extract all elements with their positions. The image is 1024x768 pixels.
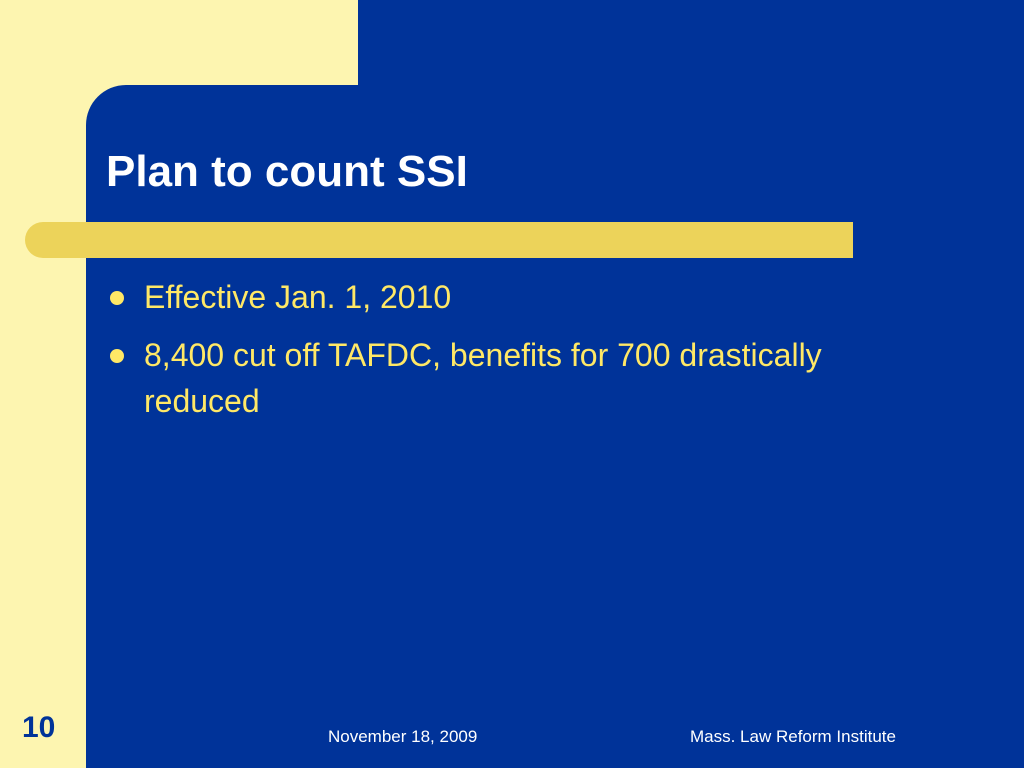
footer-date: November 18, 2009 xyxy=(328,727,478,746)
bullet-list: Effective Jan. 1, 2010 8,400 cut off TAF… xyxy=(106,274,866,436)
footer-organization: Mass. Law Reform Institute xyxy=(690,727,896,746)
slide-background xyxy=(86,0,1024,768)
bullet-dot-icon xyxy=(110,349,124,363)
bullet-text: 8,400 cut off TAFDC, benefits for 700 dr… xyxy=(144,337,822,419)
slide-number: 10 xyxy=(22,711,56,744)
slide-title: Plan to count SSI xyxy=(106,147,468,196)
bullet-text: Effective Jan. 1, 2010 xyxy=(144,279,452,315)
bullet-dot-icon xyxy=(110,291,124,305)
corner-curve-decoration xyxy=(86,85,126,125)
top-left-accent-block xyxy=(0,0,358,85)
bullet-item: 8,400 cut off TAFDC, benefits for 700 dr… xyxy=(106,332,866,424)
title-underline-bar xyxy=(25,222,853,258)
bullet-item: Effective Jan. 1, 2010 xyxy=(106,274,866,320)
